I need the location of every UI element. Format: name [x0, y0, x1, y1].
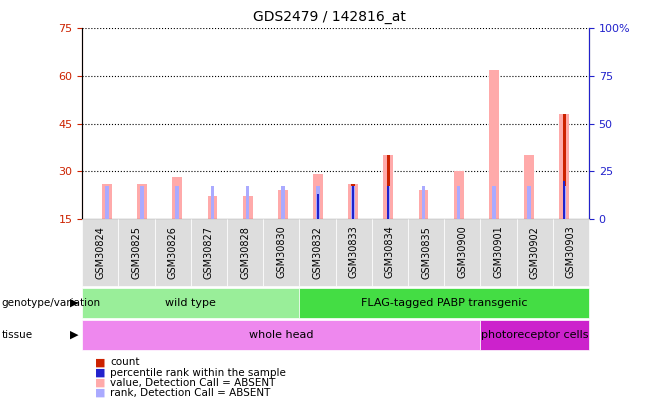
Bar [317, 194, 319, 219]
Text: count: count [110, 358, 139, 367]
Text: GSM30834: GSM30834 [385, 226, 395, 279]
Bar [351, 186, 355, 219]
Text: genotype/variation: genotype/variation [1, 298, 101, 308]
Bar [140, 186, 144, 219]
Bar [387, 155, 390, 219]
Bar [384, 155, 393, 219]
Bar [563, 181, 565, 219]
Bar [211, 186, 215, 219]
Text: ▶: ▶ [70, 298, 79, 308]
Bar [172, 177, 182, 219]
Bar [492, 186, 495, 219]
Text: ■: ■ [95, 368, 106, 377]
Text: GSM30826: GSM30826 [168, 226, 178, 279]
Bar [527, 186, 531, 219]
Bar [105, 186, 109, 219]
Text: GSM30902: GSM30902 [530, 226, 540, 279]
Text: percentile rank within the sample: percentile rank within the sample [110, 368, 286, 377]
Bar [422, 186, 425, 219]
Text: tissue: tissue [1, 330, 32, 340]
Text: photoreceptor cells: photoreceptor cells [481, 330, 588, 340]
Bar [243, 196, 253, 219]
Bar [489, 70, 499, 219]
Text: ■: ■ [95, 388, 106, 398]
Text: GSM30832: GSM30832 [313, 226, 322, 279]
Text: ■: ■ [95, 378, 106, 388]
Bar [388, 186, 390, 219]
Text: GSM30827: GSM30827 [204, 226, 214, 279]
Bar [457, 186, 461, 219]
Text: GSM30901: GSM30901 [494, 226, 503, 279]
Bar [563, 186, 566, 219]
Text: GSM30830: GSM30830 [276, 226, 286, 279]
Text: whole head: whole head [249, 330, 314, 340]
Bar [278, 190, 288, 219]
Text: GSM30900: GSM30900 [457, 226, 467, 279]
Bar [563, 114, 566, 219]
Bar [102, 184, 112, 219]
Bar [352, 186, 354, 219]
Bar [207, 196, 217, 219]
Text: GSM30828: GSM30828 [240, 226, 250, 279]
Bar [246, 186, 249, 219]
Bar [454, 171, 464, 219]
Bar [387, 186, 390, 219]
Bar [176, 186, 179, 219]
Text: GSM30903: GSM30903 [566, 226, 576, 279]
Bar [351, 184, 355, 219]
Bar [524, 155, 534, 219]
Text: rank, Detection Call = ABSENT: rank, Detection Call = ABSENT [110, 388, 270, 398]
Bar [137, 184, 147, 219]
Text: wild type: wild type [165, 298, 216, 308]
Text: GSM30833: GSM30833 [349, 226, 359, 279]
Text: ▶: ▶ [70, 330, 79, 340]
Bar [316, 186, 320, 219]
Text: GSM30825: GSM30825 [132, 226, 141, 279]
Bar [313, 174, 323, 219]
Bar [348, 184, 358, 219]
Bar [281, 186, 284, 219]
Text: GSM30824: GSM30824 [95, 226, 105, 279]
Bar [559, 114, 569, 219]
Text: GSM30835: GSM30835 [421, 226, 431, 279]
Text: FLAG-tagged PABP transgenic: FLAG-tagged PABP transgenic [361, 298, 528, 308]
Text: GDS2479 / 142816_at: GDS2479 / 142816_at [253, 10, 405, 24]
Text: value, Detection Call = ABSENT: value, Detection Call = ABSENT [110, 378, 275, 388]
Text: ■: ■ [95, 358, 106, 367]
Bar [418, 190, 428, 219]
